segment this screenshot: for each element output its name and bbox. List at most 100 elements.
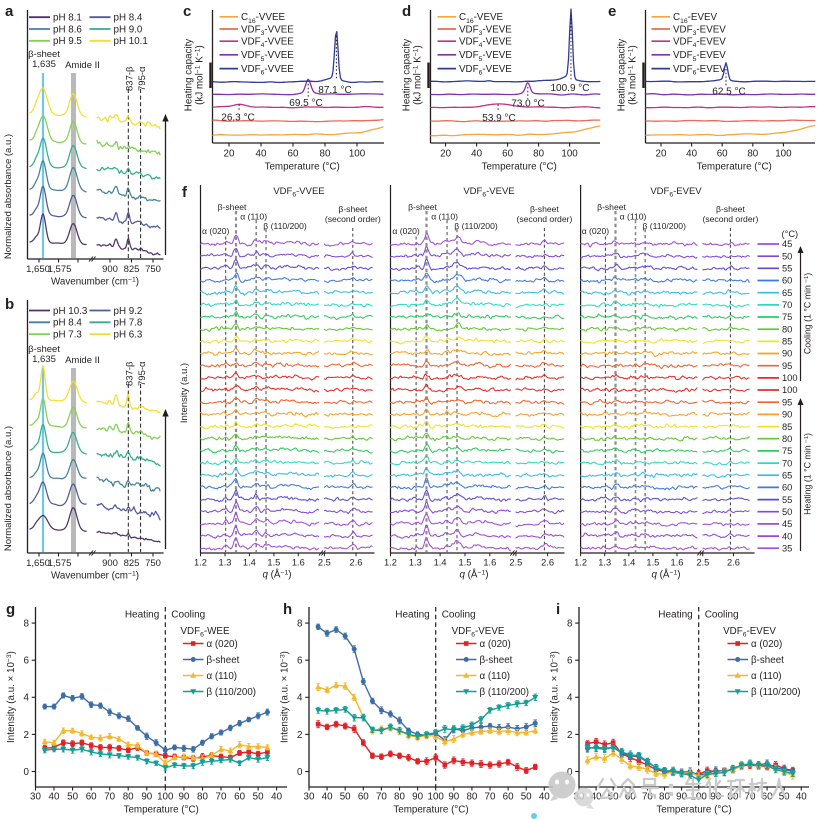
svg-text:45: 45 — [782, 239, 792, 249]
svg-text:70: 70 — [782, 458, 792, 468]
svg-text:i: i — [556, 601, 560, 618]
svg-text:20: 20 — [656, 149, 667, 160]
svg-text:60: 60 — [358, 792, 369, 803]
svg-text:55: 55 — [782, 495, 792, 505]
svg-text:1.3: 1.3 — [219, 558, 232, 568]
svg-text:40: 40 — [782, 531, 792, 541]
svg-text:1.2: 1.2 — [384, 558, 397, 568]
svg-text:Amide II: Amide II — [65, 355, 100, 366]
svg-text:65: 65 — [782, 288, 792, 298]
svg-text:α (020): α (020) — [480, 639, 511, 650]
svg-text:Cooling: Cooling — [171, 610, 205, 621]
svg-text:900: 900 — [102, 264, 118, 275]
svg-text:825: 825 — [124, 558, 140, 569]
svg-text:80: 80 — [123, 792, 134, 803]
svg-text:d: d — [402, 3, 411, 20]
svg-text:VDF4-VVEE: VDF4-VVEE — [241, 37, 294, 50]
svg-text:α (110): α (110) — [207, 671, 238, 682]
svg-text:β-sheet: β-sheet — [716, 204, 745, 214]
svg-text:60: 60 — [717, 149, 728, 160]
svg-text:35: 35 — [782, 544, 792, 554]
svg-text:795-α: 795-α — [137, 361, 148, 386]
svg-text:1,650: 1,650 — [26, 558, 50, 569]
svg-text:Wavenumber (cm−1): Wavenumber (cm−1) — [51, 276, 139, 287]
svg-text:1,635: 1,635 — [32, 354, 56, 365]
svg-text:β (110/200): β (110/200) — [207, 687, 257, 698]
svg-text:VDF6-VEVE: VDF6-VEVE — [452, 626, 505, 639]
svg-text:30: 30 — [304, 792, 315, 803]
svg-text:80: 80 — [659, 792, 670, 803]
svg-text:26.3 °C: 26.3 °C — [221, 113, 254, 124]
svg-text:β-sheet: β-sheet — [338, 204, 367, 214]
svg-text:Intensity (a.u. × 10−3): Intensity (a.u. × 10−3) — [549, 651, 560, 743]
svg-text:2.6: 2.6 — [541, 558, 554, 568]
svg-text:β-sheet: β-sheet — [530, 204, 559, 214]
svg-text:90: 90 — [141, 792, 152, 803]
svg-text:1.5: 1.5 — [267, 558, 280, 568]
svg-text:VDF6-EVEV: VDF6-EVEV — [673, 64, 726, 77]
svg-text:β (110/200): β (110/200) — [454, 221, 498, 231]
svg-text:1.5: 1.5 — [459, 558, 472, 568]
svg-text:60: 60 — [782, 276, 792, 286]
svg-text:Heating: Heating — [658, 610, 692, 621]
svg-text:C16-EVEV: C16-EVEV — [673, 12, 718, 25]
svg-text:β-sheet: β-sheet — [207, 655, 240, 666]
svg-text:70: 70 — [782, 300, 792, 310]
svg-text:70: 70 — [745, 792, 756, 803]
svg-text:(second order): (second order) — [516, 214, 572, 224]
svg-text:Cooling: Cooling — [705, 610, 739, 621]
svg-text:70: 70 — [642, 792, 653, 803]
svg-text:Heating: Heating — [395, 610, 429, 621]
svg-text:Wavenumber (cm−1): Wavenumber (cm−1) — [51, 570, 139, 581]
svg-text:Temperature (°C): Temperature (°C) — [697, 162, 772, 173]
svg-text:α (020): α (020) — [751, 639, 782, 650]
svg-text:β-sheet: β-sheet — [751, 655, 784, 666]
svg-text:(second order): (second order) — [325, 214, 381, 224]
svg-text:73.0 °C: 73.0 °C — [511, 99, 544, 110]
svg-text:g: g — [6, 601, 15, 618]
svg-text:α (020): α (020) — [207, 639, 238, 650]
svg-text:h: h — [283, 601, 292, 618]
svg-text:β (110/200): β (110/200) — [480, 687, 530, 698]
svg-text:0: 0 — [567, 767, 573, 778]
svg-text:2.5: 2.5 — [318, 558, 331, 568]
svg-text:60: 60 — [503, 792, 514, 803]
svg-text:1,575: 1,575 — [48, 558, 72, 569]
svg-text:60: 60 — [288, 149, 299, 160]
svg-text:2.6: 2.6 — [350, 558, 363, 568]
svg-text:q (Å−1): q (Å−1) — [652, 569, 681, 580]
svg-text:80: 80 — [197, 792, 208, 803]
svg-text:VDF3-VVEE: VDF3-VVEE — [241, 24, 294, 37]
svg-text:pH 9.5: pH 9.5 — [53, 36, 82, 47]
svg-text:q (Å−1): q (Å−1) — [460, 569, 489, 580]
svg-text:pH 9.0: pH 9.0 — [114, 24, 143, 35]
svg-text:α (110): α (110) — [751, 671, 782, 682]
svg-text:90: 90 — [782, 349, 792, 359]
svg-text:VDF6-VVEE: VDF6-VVEE — [241, 64, 294, 77]
svg-text:pH 8.6: pH 8.6 — [53, 24, 82, 35]
svg-text:β (110/200): β (110/200) — [263, 221, 307, 231]
svg-text:100: 100 — [775, 149, 792, 160]
svg-text:2.6: 2.6 — [727, 558, 740, 568]
svg-text:Intensity (a.u. × 10−3): Intensity (a.u. × 10−3) — [279, 651, 290, 743]
svg-text:85: 85 — [782, 337, 792, 347]
svg-text:65: 65 — [782, 470, 792, 480]
svg-text:β (110/200): β (110/200) — [642, 221, 686, 231]
svg-text:825: 825 — [124, 264, 140, 275]
svg-text:55: 55 — [782, 264, 792, 274]
svg-text:VDF5-VVEE: VDF5-VVEE — [241, 50, 294, 63]
svg-text:VDF6-VEVE: VDF6-VEVE — [459, 64, 512, 77]
svg-text:1.4: 1.4 — [622, 558, 635, 568]
svg-text:VDF6-VVEE: VDF6-VVEE — [273, 186, 324, 199]
svg-text:VDF5-EVEV: VDF5-EVEV — [673, 50, 726, 63]
svg-text:6: 6 — [297, 656, 303, 667]
svg-text:90: 90 — [178, 792, 189, 803]
svg-text:Intensity (a.u. × 10−3): Intensity (a.u. × 10−3) — [6, 651, 17, 743]
svg-text:VDF4-VEVE: VDF4-VEVE — [459, 37, 512, 50]
svg-text:2.5: 2.5 — [696, 558, 709, 568]
svg-text:Heating (1 °C min ⁻¹): Heating (1 °C min ⁻¹) — [803, 433, 813, 515]
svg-text:69.5 °C: 69.5 °C — [289, 98, 322, 109]
svg-text:Heating capacity: Heating capacity — [617, 39, 628, 112]
svg-text:β (110/200): β (110/200) — [751, 687, 801, 698]
svg-text:100.9 °C: 100.9 °C — [550, 83, 589, 94]
